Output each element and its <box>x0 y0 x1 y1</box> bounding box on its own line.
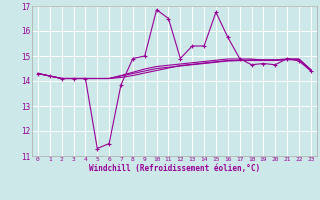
X-axis label: Windchill (Refroidissement éolien,°C): Windchill (Refroidissement éolien,°C) <box>89 164 260 173</box>
